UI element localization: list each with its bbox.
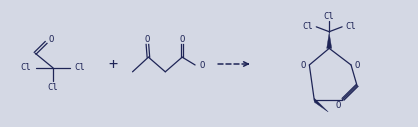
Polygon shape (314, 98, 328, 112)
Text: O: O (179, 35, 185, 44)
Polygon shape (327, 33, 331, 48)
Text: O: O (48, 35, 54, 44)
Text: O: O (301, 61, 306, 70)
Text: Cl: Cl (74, 63, 85, 72)
Text: Cl: Cl (21, 63, 32, 72)
Text: Cl: Cl (346, 22, 357, 31)
Text: O: O (145, 35, 150, 44)
Text: Cl: Cl (324, 12, 334, 21)
Text: Cl: Cl (48, 83, 59, 92)
Text: O: O (199, 61, 205, 70)
Text: +: + (108, 57, 117, 73)
Text: O: O (354, 61, 360, 70)
Text: Cl: Cl (302, 22, 313, 31)
Text: O: O (336, 101, 341, 110)
